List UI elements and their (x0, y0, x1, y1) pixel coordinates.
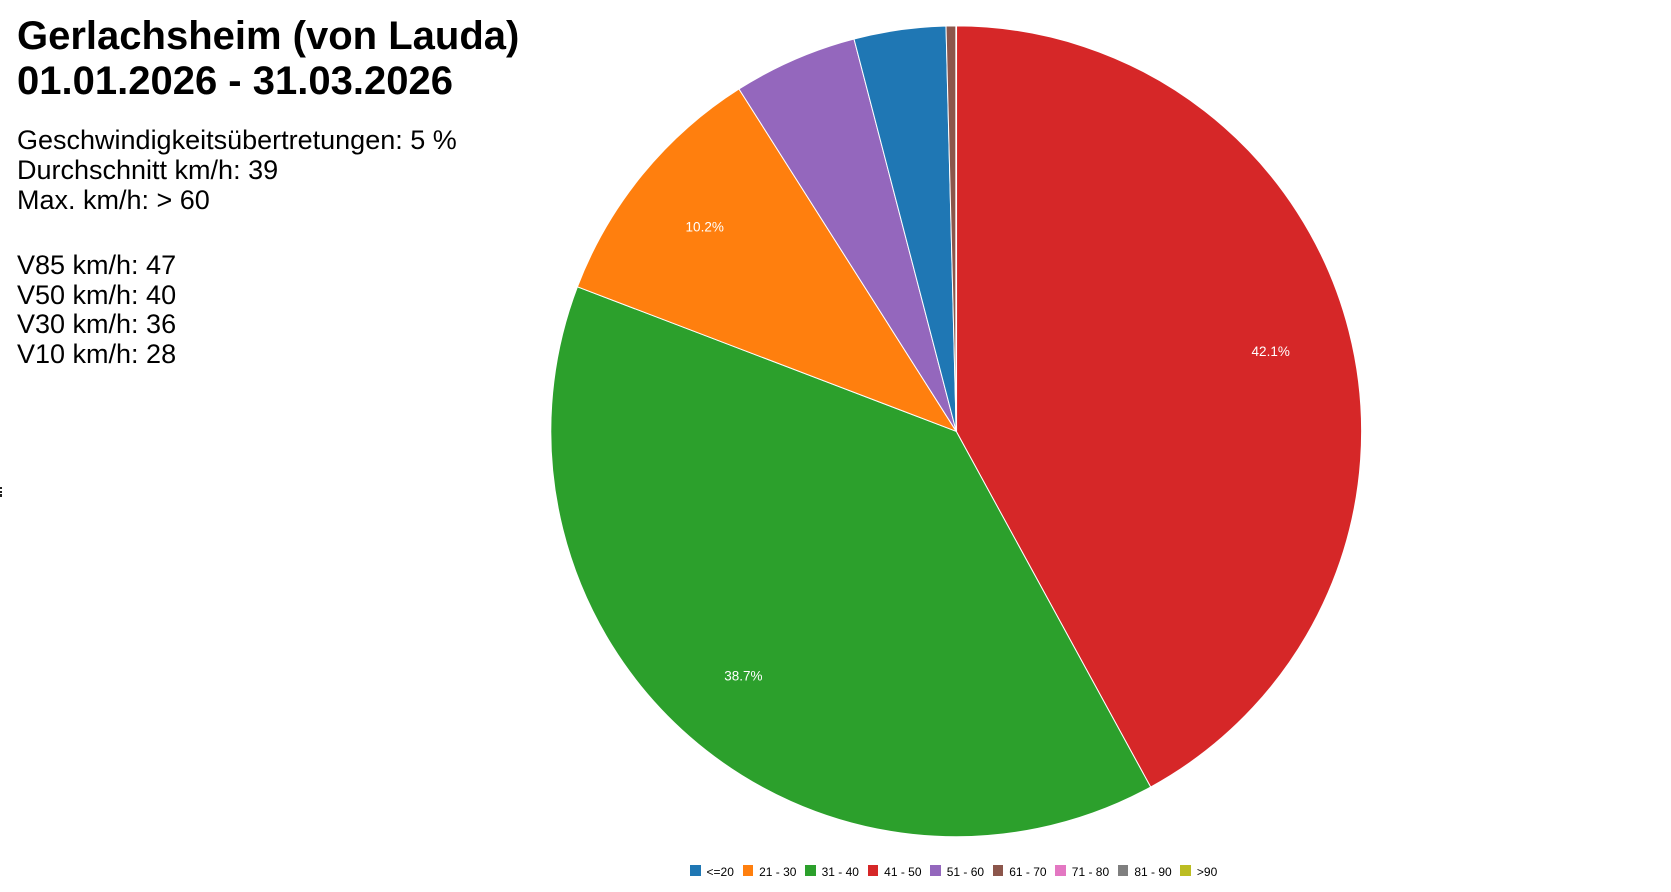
svg-text:10.2%: 10.2% (686, 219, 724, 234)
svg-text:42.1%: 42.1% (1252, 344, 1290, 359)
svg-text:38.7%: 38.7% (724, 669, 762, 684)
